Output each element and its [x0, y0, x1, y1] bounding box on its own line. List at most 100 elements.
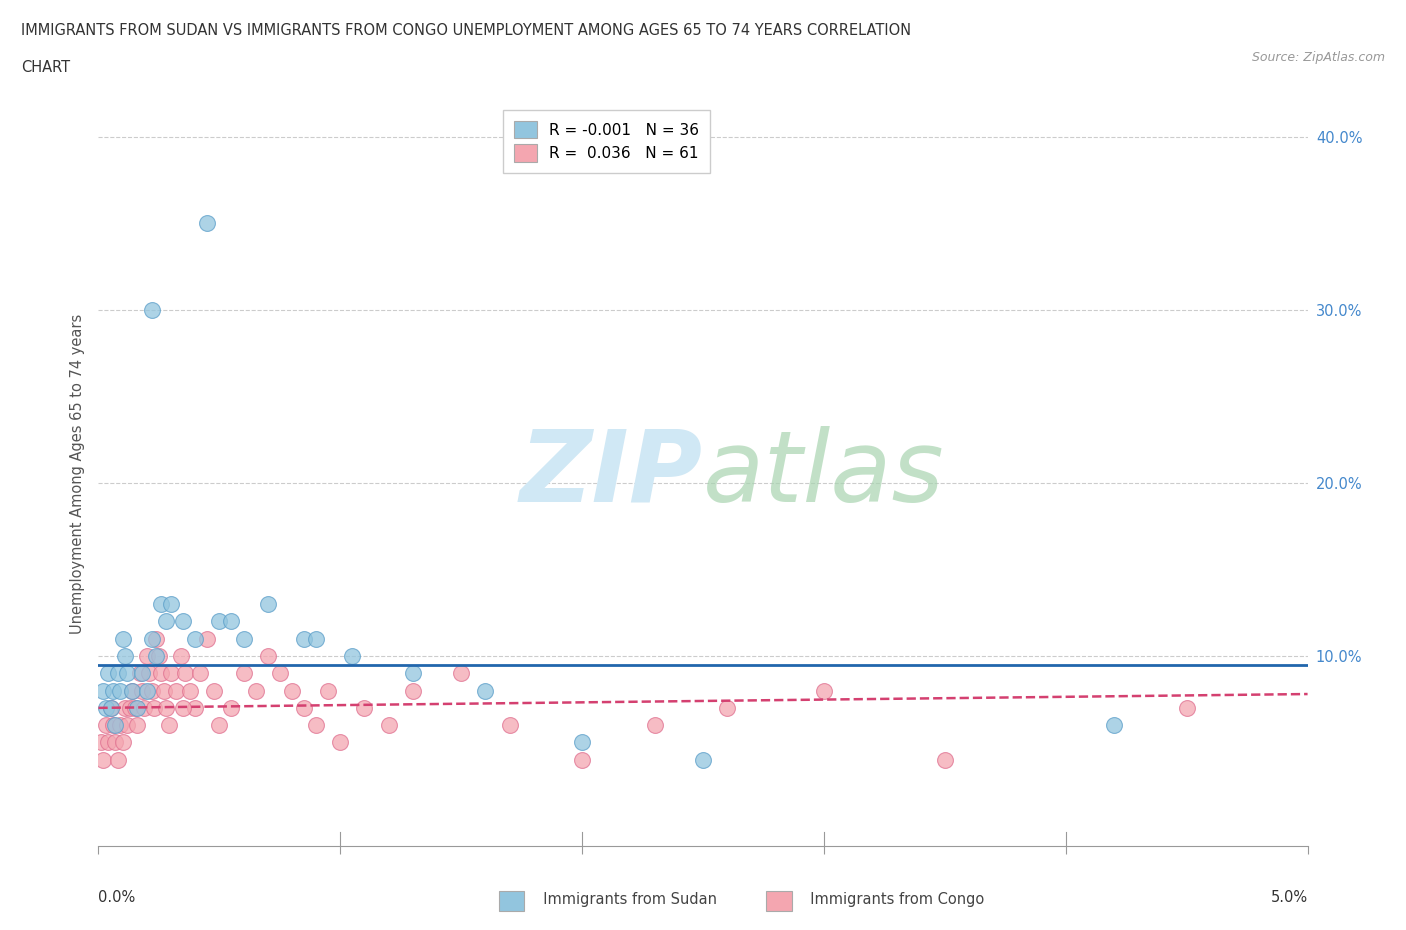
- Point: [117, 666, 139, 681]
- Point: [100, 700, 122, 715]
- Point: [160, 597, 183, 612]
- Point: [292, 631, 315, 646]
- Point: [135, 648, 157, 663]
- Point: [127, 700, 149, 715]
- Point: [135, 684, 157, 698]
- Point: [195, 631, 218, 646]
- Text: Immigrants from Sudan: Immigrants from Sudan: [534, 892, 717, 907]
- Point: [141, 684, 163, 698]
- Point: [160, 666, 183, 681]
- Point: [100, 700, 122, 715]
- Point: [131, 684, 153, 698]
- Point: [104, 735, 127, 750]
- Text: Source: ZipAtlas.com: Source: ZipAtlas.com: [1251, 51, 1385, 64]
- Point: [108, 684, 131, 698]
- Y-axis label: Unemployment Among Ages 65 to 74 years: Unemployment Among Ages 65 to 74 years: [69, 314, 84, 634]
- Point: [131, 666, 153, 681]
- Text: IMMIGRANTS FROM SUDAN VS IMMIGRANTS FROM CONGO UNEMPLOYMENT AMONG AGES 65 TO 74 : IMMIGRANTS FROM SUDAN VS IMMIGRANTS FROM…: [21, 23, 911, 38]
- Text: ZIP: ZIP: [520, 426, 703, 523]
- Point: [121, 684, 143, 698]
- Point: [107, 752, 129, 767]
- Point: [402, 684, 425, 698]
- Point: [145, 631, 167, 646]
- Point: [716, 700, 738, 715]
- Point: [232, 631, 254, 646]
- Point: [172, 700, 194, 715]
- Point: [174, 666, 197, 681]
- Point: [134, 700, 156, 715]
- Point: [172, 614, 194, 629]
- Point: [571, 735, 593, 750]
- Point: [141, 631, 163, 646]
- Point: [138, 666, 160, 681]
- Point: [152, 684, 174, 698]
- Point: [571, 752, 593, 767]
- Point: [402, 666, 425, 681]
- Point: [644, 718, 666, 733]
- Point: [179, 684, 201, 698]
- Point: [1102, 718, 1125, 733]
- Point: [269, 666, 291, 681]
- Text: 0.0%: 0.0%: [98, 890, 135, 905]
- Point: [157, 718, 180, 733]
- Legend: R = -0.001   N = 36, R =  0.036   N = 61: R = -0.001 N = 36, R = 0.036 N = 61: [503, 110, 710, 173]
- Text: atlas: atlas: [703, 426, 945, 523]
- Point: [148, 648, 170, 663]
- Text: 5.0%: 5.0%: [1271, 890, 1308, 905]
- Point: [195, 216, 218, 231]
- Point: [91, 684, 114, 698]
- Point: [114, 700, 136, 715]
- Point: [108, 718, 131, 733]
- Point: [90, 735, 112, 750]
- Point: [208, 614, 231, 629]
- Point: [155, 700, 177, 715]
- Point: [143, 700, 166, 715]
- Point: [305, 631, 328, 646]
- Point: [155, 614, 177, 629]
- Point: [101, 684, 124, 698]
- Point: [104, 718, 127, 733]
- Point: [329, 735, 352, 750]
- Point: [498, 718, 520, 733]
- Point: [232, 666, 254, 681]
- Text: CHART: CHART: [21, 60, 70, 75]
- Point: [150, 666, 173, 681]
- Point: [353, 700, 375, 715]
- Text: Immigrants from Congo: Immigrants from Congo: [801, 892, 984, 907]
- Point: [305, 718, 328, 733]
- Point: [91, 752, 114, 767]
- Point: [94, 718, 117, 733]
- Point: [94, 700, 117, 715]
- Point: [813, 684, 835, 698]
- Point: [256, 648, 278, 663]
- Point: [184, 631, 207, 646]
- Point: [188, 666, 211, 681]
- Point: [256, 597, 278, 612]
- Point: [97, 666, 120, 681]
- Point: [111, 631, 134, 646]
- Point: [316, 684, 339, 698]
- Point: [204, 684, 226, 698]
- Point: [474, 684, 496, 698]
- Point: [934, 752, 956, 767]
- Point: [169, 648, 191, 663]
- Point: [377, 718, 399, 733]
- Point: [97, 735, 120, 750]
- Point: [1175, 700, 1198, 715]
- Point: [127, 718, 149, 733]
- Point: [184, 700, 207, 715]
- Point: [107, 666, 129, 681]
- Point: [342, 648, 364, 663]
- Point: [221, 700, 243, 715]
- Point: [165, 684, 187, 698]
- Point: [150, 597, 173, 612]
- Point: [221, 614, 243, 629]
- Point: [118, 700, 141, 715]
- Point: [111, 735, 134, 750]
- Point: [450, 666, 472, 681]
- Point: [245, 684, 267, 698]
- Point: [208, 718, 231, 733]
- Point: [114, 648, 136, 663]
- Point: [692, 752, 714, 767]
- Point: [292, 700, 315, 715]
